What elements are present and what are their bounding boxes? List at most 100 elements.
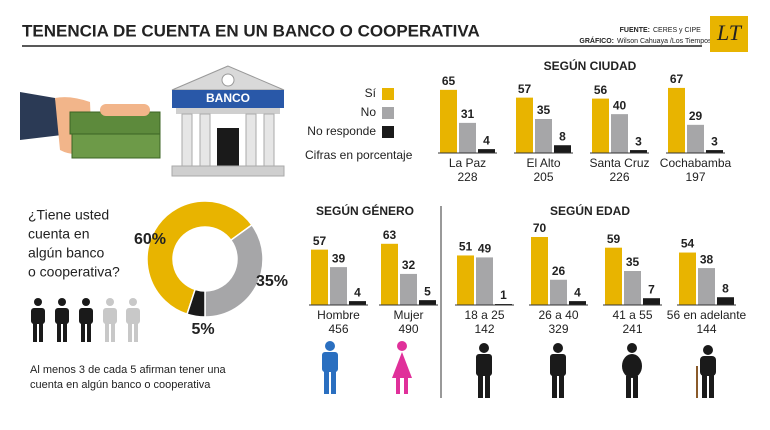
bar	[419, 300, 436, 305]
bar-label: 7	[648, 282, 655, 296]
title: TENENCIA DE CUENTA EN UN BANCO O COOPERA…	[22, 21, 480, 40]
bar-label: 4	[574, 285, 581, 299]
sample-size: 205	[533, 170, 553, 184]
bar-label: 31	[461, 107, 475, 121]
bar	[550, 279, 567, 305]
bar-label: 32	[402, 258, 416, 272]
category-label: Cochabamba	[660, 156, 732, 170]
bar-label: 59	[607, 232, 621, 246]
bar-label: 39	[332, 251, 346, 265]
donut-label: 5%	[191, 321, 214, 338]
bar	[679, 252, 696, 305]
question-line: o cooperativa?	[28, 264, 120, 280]
bar-label: 3	[635, 134, 642, 148]
section-title: SEGÚN CIUDAD	[544, 58, 637, 73]
donut-slice	[204, 223, 264, 318]
bar	[381, 243, 398, 305]
question-line: ¿Tiene usted	[28, 207, 109, 223]
category-label: Mujer	[393, 308, 423, 322]
bar-label: 26	[552, 264, 566, 278]
people-icons	[31, 298, 140, 342]
donut-label: 35%	[256, 273, 288, 290]
bar	[531, 237, 548, 305]
bar	[698, 268, 715, 305]
bar	[630, 150, 647, 153]
category-label: 41 a 55	[612, 308, 652, 322]
legend-swatch	[382, 88, 394, 100]
bar-label: 35	[626, 255, 640, 269]
bar	[643, 298, 660, 305]
bar	[624, 271, 641, 305]
bar	[717, 297, 734, 305]
question: ¿Tiene usted cuenta en algún banco o coo…	[28, 207, 120, 280]
logo-box	[710, 16, 748, 52]
bar	[400, 273, 417, 305]
bar	[592, 98, 609, 153]
bar	[311, 249, 328, 305]
legend-label: No responde	[307, 124, 376, 138]
sample-size: 456	[328, 322, 348, 336]
bar-label: 35	[537, 103, 551, 117]
bar	[478, 149, 495, 153]
question-line: algún banco	[28, 245, 105, 261]
bank-sign: BANCO	[206, 91, 250, 105]
category-label: 26 a 40	[538, 308, 578, 322]
sample-size: 226	[609, 170, 629, 184]
bar-label: 38	[700, 252, 714, 266]
bar-label: 4	[483, 133, 490, 147]
legend-swatch	[382, 107, 394, 119]
bar-label: 3	[711, 134, 718, 148]
credit: Wilson Cahuaya /Los Tiempos	[617, 38, 712, 45]
sample-size: 144	[696, 322, 716, 336]
legend-swatch	[382, 126, 394, 138]
note: Cifras en porcentaje	[305, 148, 413, 162]
bar-label: 56	[594, 83, 608, 97]
sample-size: 142	[474, 322, 494, 336]
category-label: 56 en adelante	[667, 308, 747, 322]
bar-label: 1	[500, 288, 507, 302]
bar	[706, 150, 723, 153]
bar	[611, 114, 628, 153]
footnote: Al menos 3 de cada 5 afirman tener una	[30, 364, 227, 376]
category-label: La Paz	[449, 156, 486, 170]
bar-label: 49	[478, 242, 492, 256]
category-label: Santa Cruz	[589, 156, 649, 170]
bar	[605, 247, 622, 305]
category-label: Hombre	[317, 308, 360, 322]
donut-label: 60%	[134, 231, 166, 248]
bar-label: 29	[689, 109, 703, 123]
bar	[535, 119, 552, 153]
category-label: El Alto	[526, 156, 560, 170]
source-label: FUENTE:	[620, 27, 650, 34]
credit-label: GRÁFICO:	[579, 36, 614, 45]
source: CERES y CIPE	[653, 27, 701, 34]
legend-label: Sí	[365, 86, 377, 100]
sample-size: 329	[548, 322, 568, 336]
bar	[668, 87, 685, 153]
bar-label: 67	[670, 72, 684, 86]
logo: LT	[716, 20, 743, 45]
sample-size: 197	[685, 170, 705, 184]
question-line: cuenta en	[28, 226, 90, 242]
bar-label: 8	[559, 129, 566, 143]
bar	[459, 122, 476, 153]
bar	[440, 89, 457, 153]
section-title: SEGÚN EDAD	[550, 203, 630, 218]
figures	[322, 341, 716, 398]
sample-size: 490	[398, 322, 418, 336]
bar	[476, 257, 493, 305]
section-title: SEGÚN GÉNERO	[316, 203, 414, 218]
bar-label: 63	[383, 228, 397, 242]
bar-label: 40	[613, 98, 627, 112]
bar-label: 8	[722, 281, 729, 295]
bar-label: 70	[533, 221, 547, 235]
sample-size: 228	[457, 170, 477, 184]
bar-label: 57	[313, 234, 327, 248]
bar-label: 51	[459, 240, 473, 254]
category-label: 18 a 25	[464, 308, 504, 322]
bar-label: 57	[518, 82, 532, 96]
bar	[569, 301, 586, 305]
bar	[330, 267, 347, 305]
hand-money	[20, 92, 161, 159]
